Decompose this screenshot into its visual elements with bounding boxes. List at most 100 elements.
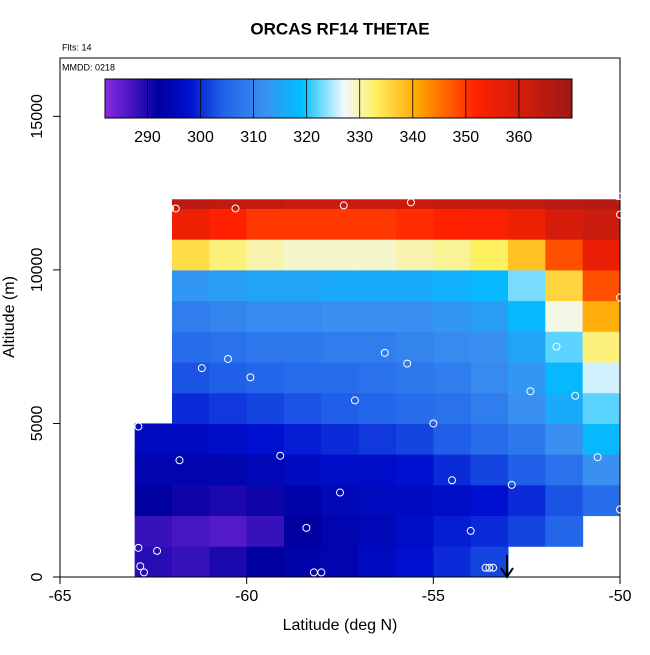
observation-point [156, 302, 165, 311]
x-tick-label: -50 [608, 588, 631, 605]
y-axis-label: Altitude (m) [1, 276, 18, 358]
cell [433, 423, 472, 455]
cell [134, 423, 173, 455]
cell [246, 239, 285, 271]
cell [582, 423, 621, 455]
cell [209, 199, 248, 209]
cell [172, 208, 210, 240]
cell [321, 454, 360, 486]
cell [433, 454, 472, 486]
observation-point [166, 204, 175, 213]
cell [470, 546, 509, 578]
observation-point [197, 364, 206, 373]
cell [246, 484, 285, 517]
cell [582, 454, 621, 486]
cell [321, 239, 360, 271]
cell [470, 392, 509, 424]
cell [470, 239, 509, 271]
observation-point [171, 204, 180, 213]
cell [433, 484, 472, 517]
observation-point [593, 453, 602, 462]
cell [134, 484, 173, 517]
observation-point [403, 359, 412, 368]
cell [396, 515, 434, 547]
cell [433, 239, 472, 271]
cell [545, 454, 584, 486]
cell [508, 269, 546, 302]
y-tick-label: 5000 [29, 406, 46, 442]
cell [396, 199, 434, 209]
cell [433, 392, 472, 424]
cell [209, 546, 248, 578]
observation-point [134, 543, 143, 552]
cell [508, 199, 546, 209]
cell [396, 362, 434, 394]
cell [470, 208, 509, 240]
cell [508, 300, 546, 332]
cell [321, 362, 360, 394]
cell [246, 423, 285, 455]
cell [284, 546, 322, 578]
cell [396, 546, 434, 578]
cell [209, 423, 248, 455]
cell [358, 199, 397, 209]
cell [172, 392, 210, 424]
cell [470, 199, 509, 209]
cell [172, 269, 210, 302]
cell [358, 208, 397, 240]
cell [582, 269, 621, 302]
cell [284, 300, 322, 332]
cell [508, 362, 546, 394]
cell [545, 269, 584, 302]
cell [246, 546, 285, 578]
cell [321, 269, 360, 302]
heatmap [134, 199, 621, 578]
plot-frame [59, 57, 621, 578]
cell [209, 208, 248, 240]
cell [246, 269, 285, 302]
cell [246, 454, 285, 486]
cell [508, 484, 546, 517]
cell [358, 362, 397, 394]
observation-point [466, 526, 475, 535]
cell [545, 331, 584, 363]
cell [358, 423, 397, 455]
colorbar-tick-label: 310 [240, 129, 267, 146]
observation-point [317, 568, 326, 577]
cell [396, 331, 434, 363]
colorbar-fill [104, 78, 573, 119]
chart-title: ORCAS RF14 THETAE [250, 19, 429, 38]
x-axis-label: Latitude (deg N) [283, 617, 398, 634]
cell [582, 392, 621, 424]
observation-point [571, 391, 580, 400]
annotation: MMDD: 0218 [62, 62, 115, 72]
cell [284, 454, 322, 486]
cell [172, 300, 210, 332]
cell [396, 300, 434, 332]
colorbar-tick-label: 350 [453, 129, 480, 146]
cell [284, 515, 322, 547]
cell [508, 331, 546, 363]
cell [284, 331, 322, 363]
cell [172, 423, 210, 455]
cell [246, 199, 285, 209]
cell [433, 362, 472, 394]
cell [396, 208, 434, 240]
cell [433, 546, 472, 578]
observation-point [350, 396, 359, 405]
cell [582, 362, 621, 394]
observation-point [380, 348, 389, 357]
cell [582, 199, 621, 209]
cell [209, 362, 248, 394]
cell [470, 269, 509, 302]
observation-point [406, 198, 415, 207]
cell [470, 300, 509, 332]
cell [582, 239, 621, 271]
colorbar-tick-label: 360 [506, 129, 533, 146]
cell [134, 454, 173, 486]
cell [284, 423, 322, 455]
observation-point [231, 204, 240, 213]
cell [246, 362, 285, 394]
observation-point [140, 568, 148, 577]
colorbar-tick-label: 340 [399, 129, 426, 146]
